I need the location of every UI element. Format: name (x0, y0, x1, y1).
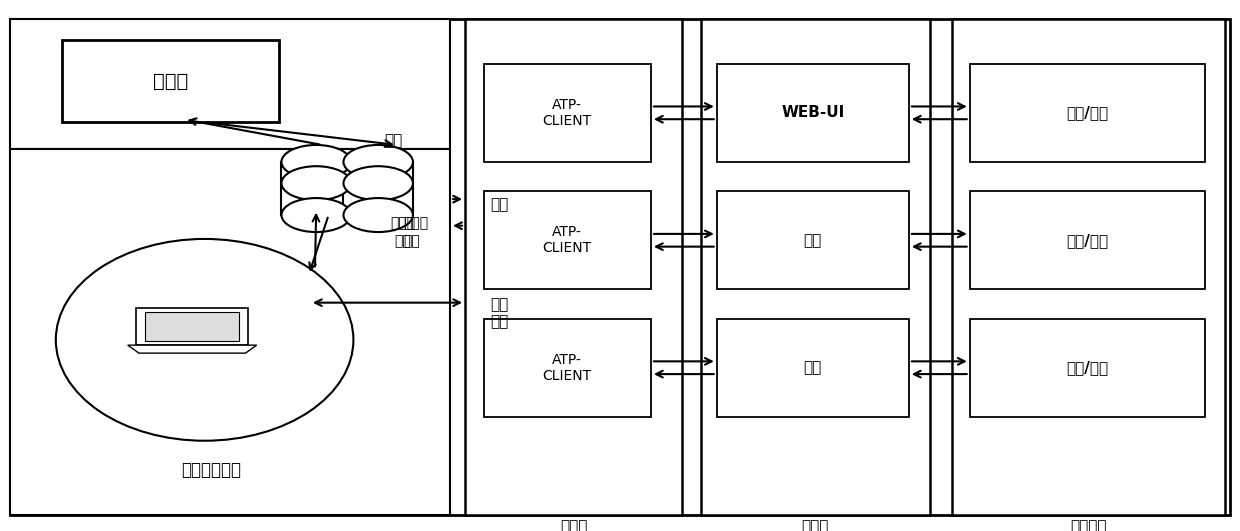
Text: 系统/模块: 系统/模块 (1066, 233, 1109, 248)
FancyBboxPatch shape (145, 312, 239, 341)
Text: 读取: 读取 (403, 235, 420, 249)
Text: 接口: 接口 (804, 233, 822, 248)
Text: ATP-
CLIENT: ATP- CLIENT (543, 353, 591, 383)
FancyBboxPatch shape (10, 149, 450, 515)
Ellipse shape (343, 166, 413, 200)
FancyBboxPatch shape (952, 19, 1225, 515)
Text: 注册: 注册 (490, 197, 508, 212)
Ellipse shape (281, 198, 351, 232)
Ellipse shape (343, 145, 413, 179)
Text: 系统/模块: 系统/模块 (1066, 105, 1109, 121)
Ellipse shape (56, 239, 353, 441)
FancyBboxPatch shape (10, 19, 450, 149)
Polygon shape (281, 162, 351, 215)
FancyBboxPatch shape (970, 319, 1205, 417)
Text: 后台调度中心: 后台调度中心 (181, 461, 241, 479)
FancyBboxPatch shape (717, 191, 909, 289)
Text: ATP-
CLIENT: ATP- CLIENT (543, 225, 591, 255)
FancyBboxPatch shape (484, 64, 651, 162)
Text: 数据库: 数据库 (391, 216, 415, 230)
Text: 存储: 存储 (384, 133, 403, 148)
Text: 执行层: 执行层 (801, 519, 830, 531)
Text: 后台: 后台 (804, 360, 822, 375)
FancyBboxPatch shape (970, 191, 1205, 289)
FancyBboxPatch shape (717, 319, 909, 417)
Polygon shape (128, 345, 257, 353)
Text: WEB-UI: WEB-UI (781, 105, 844, 121)
Text: 系统/模块: 系统/模块 (1066, 360, 1109, 375)
FancyBboxPatch shape (136, 308, 248, 345)
Polygon shape (343, 162, 413, 215)
FancyBboxPatch shape (484, 319, 651, 417)
FancyBboxPatch shape (701, 19, 930, 515)
Ellipse shape (281, 166, 351, 200)
FancyBboxPatch shape (484, 191, 651, 289)
Text: 读取: 读取 (394, 235, 412, 249)
Text: 待测系统: 待测系统 (1070, 519, 1107, 531)
Text: 测试机: 测试机 (559, 519, 588, 531)
Ellipse shape (281, 145, 351, 179)
FancyBboxPatch shape (62, 40, 279, 122)
FancyBboxPatch shape (717, 64, 909, 162)
Text: 检测
心跳: 检测 心跳 (490, 297, 508, 330)
Ellipse shape (343, 198, 413, 232)
Text: ATP-
CLIENT: ATP- CLIENT (543, 98, 591, 128)
Text: 展现层: 展现层 (153, 72, 188, 90)
FancyBboxPatch shape (465, 19, 682, 515)
FancyBboxPatch shape (10, 19, 1230, 515)
FancyBboxPatch shape (970, 64, 1205, 162)
Text: 数据库: 数据库 (403, 216, 428, 230)
